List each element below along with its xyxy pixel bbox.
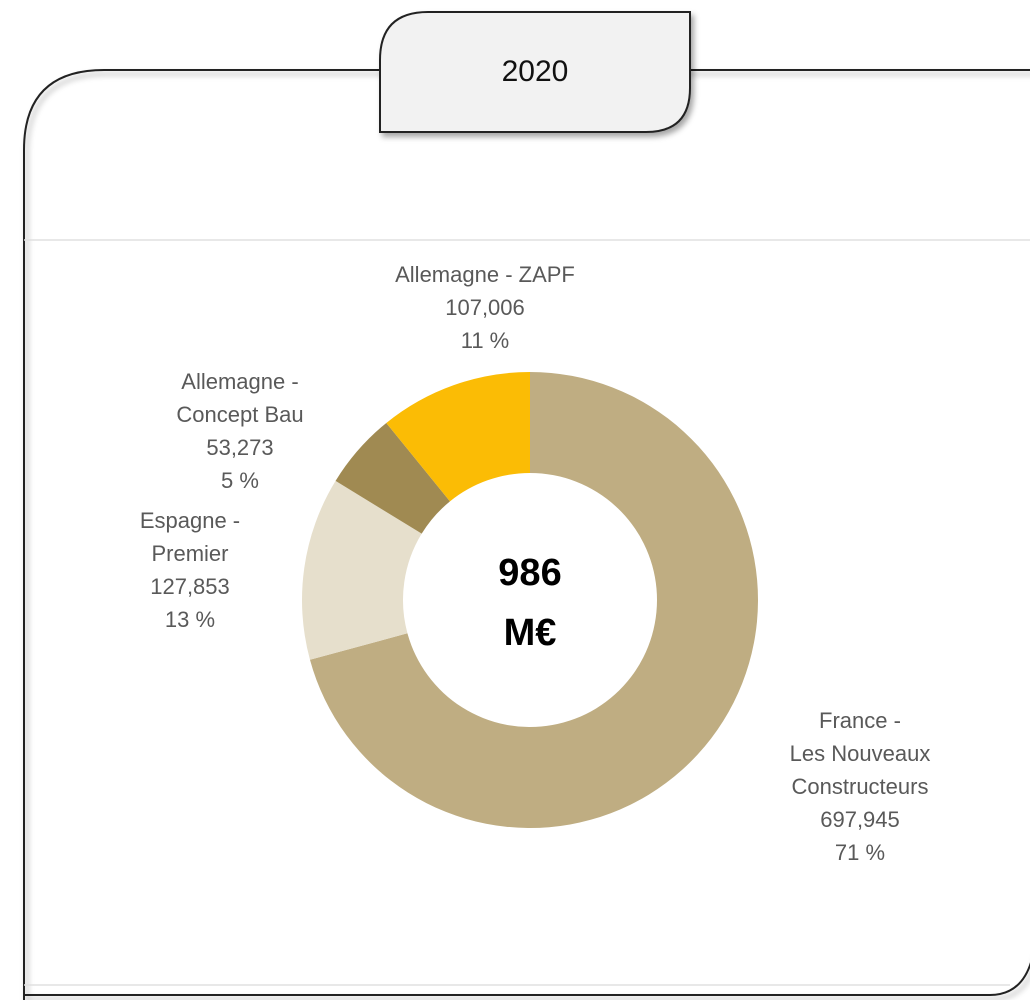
center-label: M€ (504, 612, 557, 654)
slice-label: Espagne - (140, 508, 240, 533)
slice-label: France - (819, 708, 901, 733)
percent-label: 13 % (165, 607, 215, 632)
tab (379, 11, 691, 133)
percent-label: 71 % (835, 840, 885, 865)
center-label: 986 (498, 552, 561, 594)
donut-slice (302, 480, 422, 660)
tab-title: 2020 (502, 55, 569, 88)
percent-label: 11 % (461, 328, 510, 353)
percent-label: 5 % (221, 468, 259, 493)
donut-slice (386, 372, 530, 502)
slice-label: Les Nouveaux (790, 741, 931, 766)
slice-label: Allemagne - ZAPF (395, 262, 575, 287)
card (23, 69, 1030, 1000)
plot: France - Les Nouveaux Constructeurs 697,945… (140, 262, 930, 865)
value-label: 697,945 (820, 807, 900, 832)
donut-slice (309, 372, 758, 829)
slice-label: Premier (151, 541, 228, 566)
slice-label: Constructeurs (792, 774, 929, 799)
value-label: 107,006 (445, 295, 525, 320)
donut-slice (335, 422, 450, 534)
value-label: 127,853 (150, 574, 230, 599)
slice-label: Allemagne - (181, 369, 298, 394)
slice-label: Concept Bau (176, 402, 303, 427)
value-label: 53,273 (206, 435, 273, 460)
